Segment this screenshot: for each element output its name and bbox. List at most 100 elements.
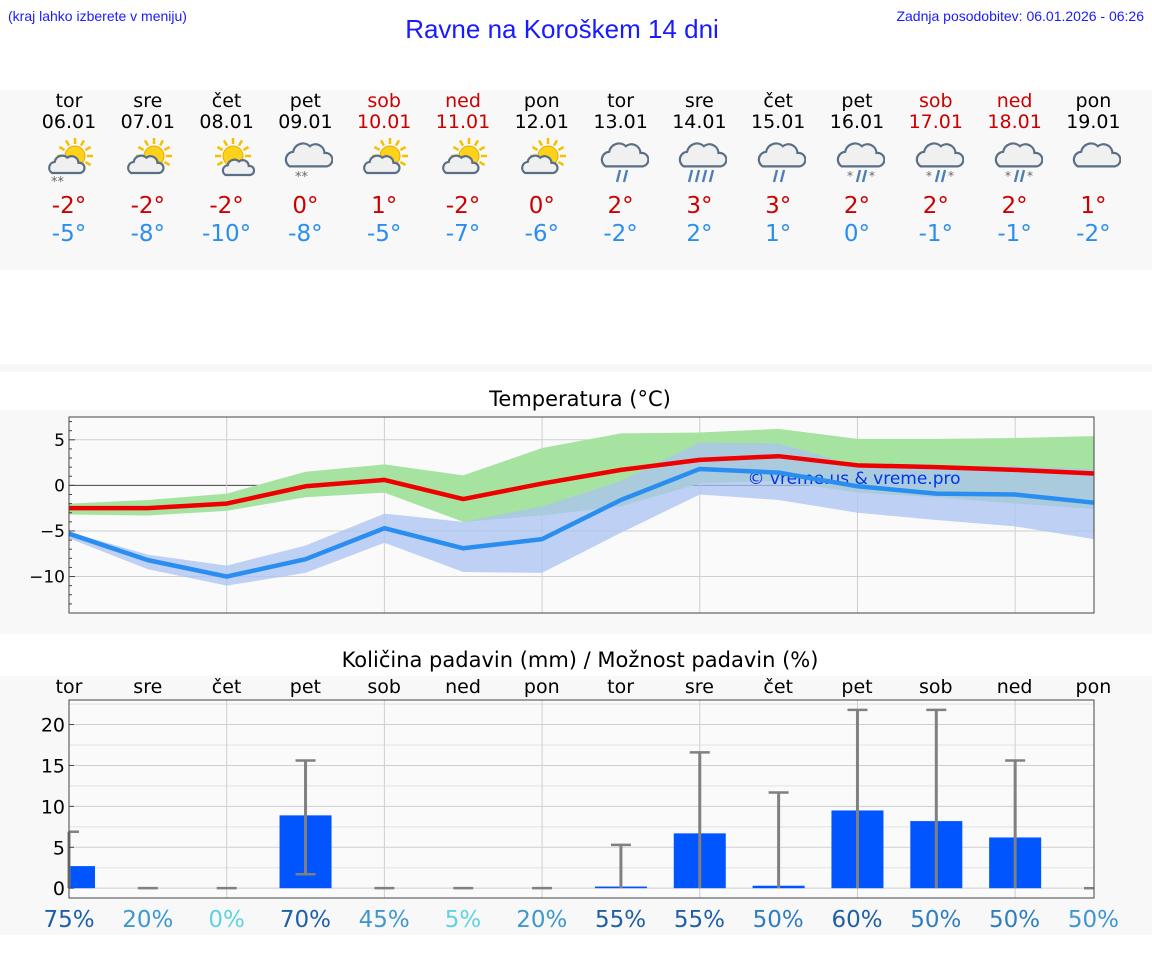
max-temperature: 2° <box>922 193 949 219</box>
svg-text:*: * <box>926 169 932 183</box>
precipitation-probability: 50% <box>753 907 804 933</box>
y-tick-label: 0 <box>54 476 65 496</box>
day-date: 19.01 <box>1066 111 1121 133</box>
cloud-sleet-icon: * * <box>836 142 885 183</box>
precipitation-error-bar <box>689 751 710 889</box>
day-name: pet <box>841 90 873 112</box>
day-name: sob <box>367 90 401 112</box>
precipitation-probability: 45% <box>359 907 410 933</box>
cloud-rain-icon <box>600 142 649 183</box>
min-temperature: -5° <box>51 221 87 247</box>
precipitation-probability: 60% <box>831 907 882 933</box>
svg-text:*: * <box>869 169 875 183</box>
forecast-day: sob 17.01 * * 2° -1° <box>896 90 976 248</box>
precipitation-chart-title: Količina padavin (mm) / Možnost padavin … <box>341 648 819 672</box>
day-date: 07.01 <box>120 111 175 133</box>
svg-text:*: * <box>948 169 954 183</box>
min-temperature: -7° <box>445 221 481 247</box>
day-label: pon <box>524 676 560 698</box>
max-temperature: 0° <box>292 193 319 219</box>
precipitation-probability: 20% <box>516 907 567 933</box>
cloud-heavy-rain-icon <box>679 142 728 183</box>
day-name: pet <box>289 90 321 112</box>
forecast-day: sre 07.01 -2° -8° <box>108 90 188 248</box>
precipitation-probability: 50% <box>1068 907 1119 933</box>
y-tick-label: −10 <box>29 568 65 588</box>
day-label: pon <box>1076 676 1112 698</box>
plot-frame <box>68 699 1095 899</box>
forecast-day: čet 08.01 -2° -10° <box>187 90 267 248</box>
day-date: 15.01 <box>750 111 806 133</box>
day-label: tor <box>607 676 634 698</box>
day-name: sre <box>133 90 163 112</box>
max-temperature: 2° <box>1001 193 1028 219</box>
y-tick-label: 0 <box>53 878 65 900</box>
svg-text:**: ** <box>295 170 309 185</box>
sun-cloud-icon <box>520 138 566 175</box>
precipitation-probability: 0% <box>208 907 245 933</box>
sun-small-cloud-icon <box>214 138 255 177</box>
precipitation-probability: 55% <box>595 907 646 933</box>
location-hint: (kraj lahko izberete v meniju) <box>8 8 187 24</box>
max-temperature: 1° <box>1080 193 1107 219</box>
min-temperature: -1° <box>918 221 954 247</box>
precipitation-probability: 75% <box>43 907 94 933</box>
svg-text:*: * <box>1027 169 1033 183</box>
day-date: 10.01 <box>356 111 412 133</box>
day-name: ned <box>996 90 1033 112</box>
min-temperature: -8° <box>130 221 166 247</box>
day-label: pet <box>841 676 872 698</box>
y-tick-label: 20 <box>41 715 65 737</box>
max-temperature: 2° <box>843 193 871 219</box>
daily-forecast-panel: tor 06.01 ** -2° -5° sre 07.01 -2° -8° čet 08.01 -2… <box>0 90 1152 270</box>
max-temperature: 3° <box>765 193 792 219</box>
precipitation-probability: 55% <box>674 907 725 933</box>
min-temperature: 2° <box>686 221 713 247</box>
day-date: 14.01 <box>672 111 727 133</box>
day-date: 18.01 <box>987 111 1042 133</box>
max-temperature: 3° <box>686 193 713 219</box>
cloud-rain-icon <box>757 142 807 183</box>
cloud-snow-icon: ** <box>285 142 334 185</box>
max-temperature: -2° <box>445 193 481 219</box>
day-name: čet <box>763 90 793 112</box>
day-label: pet <box>290 676 321 698</box>
day-label: sob <box>367 676 401 698</box>
cloud-sleet-icon: * * <box>994 142 1043 183</box>
forecast-day: sre 14.01 3° 2° <box>659 90 739 248</box>
day-label: ned <box>445 676 481 698</box>
max-temperature: -2° <box>130 193 166 219</box>
day-date: 13.01 <box>593 111 648 133</box>
svg-text:*: * <box>847 169 853 183</box>
day-date: 11.01 <box>435 111 491 133</box>
forecast-day: tor 13.01 2° -2° <box>581 90 661 248</box>
day-date: 12.01 <box>514 111 569 133</box>
precipitation-probability: 20% <box>122 907 173 933</box>
precipitation-error-bar <box>847 708 868 889</box>
precipitation-error-bar <box>610 843 631 889</box>
day-name: sob <box>919 90 953 112</box>
day-name: čet <box>211 90 242 112</box>
sun-cloud-icon <box>442 138 487 175</box>
svg-text:**: ** <box>51 175 65 190</box>
day-label: sre <box>133 676 162 698</box>
svg-text:*: * <box>1005 169 1011 183</box>
precipitation-probability: 50% <box>989 907 1040 933</box>
min-temperature: -2° <box>1076 221 1111 247</box>
sun-cloud-icon <box>126 138 172 175</box>
min-temperature: 0° <box>843 221 871 247</box>
max-temperature: -2° <box>51 193 87 219</box>
y-tick-label: 15 <box>41 755 65 777</box>
precipitation-probability: 5% <box>445 907 482 933</box>
temperature-chart-title: Temperatura (°C) <box>489 387 671 411</box>
last-updated: Zadnja posodobitev: 06.01.2026 - 06:26 <box>896 8 1144 24</box>
min-temperature: -2° <box>603 221 638 247</box>
day-name: ned <box>445 90 481 112</box>
day-label: čet <box>212 676 242 698</box>
cloud-sleet-icon: * * <box>915 142 964 183</box>
forecast-day: čet 15.01 3° 1° <box>738 90 818 248</box>
sun-cloud-snow-icon: ** <box>48 138 93 190</box>
precipitation-error-bar <box>1005 759 1026 889</box>
precipitation-bar <box>69 866 95 889</box>
precipitation-error-bar <box>926 708 947 889</box>
